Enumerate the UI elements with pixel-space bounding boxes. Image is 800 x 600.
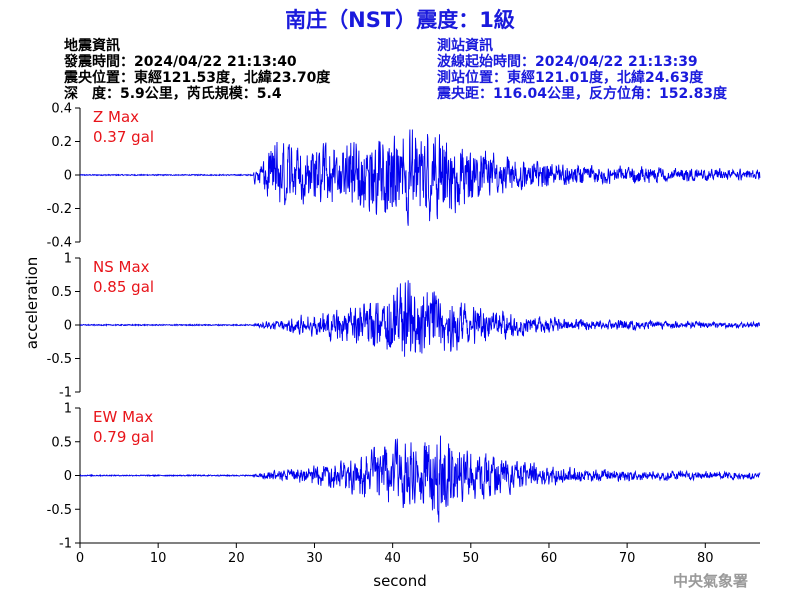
y-axis-label: acceleration: [23, 257, 41, 349]
y-tick-label: 0.2: [51, 135, 72, 150]
y-tick-label: 1: [64, 402, 72, 417]
y-tick-label: 0.4: [51, 102, 72, 117]
earthquake-info-heading: 地震資訊: [64, 37, 120, 54]
y-tick-label: 0: [64, 169, 72, 184]
station-info-heading: 測站資訊: [437, 37, 493, 54]
z-max-label: Z Max: [93, 108, 139, 126]
origin-time: 發震時間：2024/04/22 21:13:40: [63, 53, 297, 70]
x-axis-label: second: [373, 572, 427, 590]
waveform-trace-z: [79, 129, 761, 226]
epicenter-location: 震央位置：東經121.53度，北緯23.70度: [63, 69, 331, 86]
distance-azimuth: 震央距：116.04公里，反方位角：152.83度: [436, 85, 728, 102]
chart-title: 南庄（NST）震度：1級: [285, 8, 515, 32]
y-tick-label: -0.2: [47, 202, 72, 217]
y-tick-label: -1: [59, 386, 72, 401]
z-max-value: 0.37 gal: [93, 128, 154, 146]
agency-credit: 中央氣象署: [673, 572, 748, 590]
x-tick-label: 80: [697, 551, 714, 566]
x-tick-label: 60: [541, 551, 558, 566]
x-tick-label: 30: [306, 551, 323, 566]
panel-z: 0.4 0.2 0 -0.2 -0.4: [47, 102, 761, 251]
x-tick-label: 10: [150, 551, 167, 566]
ns-max-label: NS Max: [93, 258, 150, 276]
y-tick-label: -0.4: [47, 236, 72, 251]
y-tick-label: 0: [64, 469, 72, 484]
x-tick-label: 70: [619, 551, 636, 566]
station-location: 測站位置：東經121.01度，北緯24.63度: [437, 69, 704, 86]
y-tick-label: 0.5: [51, 435, 72, 450]
waveform-trace-ew: [79, 435, 761, 523]
x-tick-label: 20: [228, 551, 245, 566]
x-tick-label: 0: [76, 551, 84, 566]
x-axis: 0 10 20 30 40 50 60 70 80: [76, 542, 760, 566]
x-tick-label: 50: [463, 551, 480, 566]
y-tick-label: -0.5: [47, 503, 72, 518]
ew-max-value: 0.79 gal: [93, 428, 154, 446]
y-tick-label: 0: [64, 319, 72, 334]
x-tick-label: 40: [384, 551, 401, 566]
y-tick-label: -0.5: [47, 352, 72, 367]
depth-magnitude: 深 度：5.9公里，芮氏規模：5.4: [64, 85, 282, 102]
y-tick-label: 1: [64, 252, 72, 267]
y-tick-label: 0.5: [51, 285, 72, 300]
ns-max-value: 0.85 gal: [93, 278, 154, 296]
panel-ns: 1 0.5 0 -0.5 -1: [47, 252, 761, 401]
ew-max-label: EW Max: [93, 408, 153, 426]
waveform-trace-ns: [79, 280, 761, 357]
panel-ew: 1 0.5 0 -0.5 -1: [47, 402, 761, 552]
y-tick-label: -1: [59, 537, 72, 552]
wave-start-time: 波線起始時間：2024/04/22 21:13:39: [437, 53, 698, 70]
